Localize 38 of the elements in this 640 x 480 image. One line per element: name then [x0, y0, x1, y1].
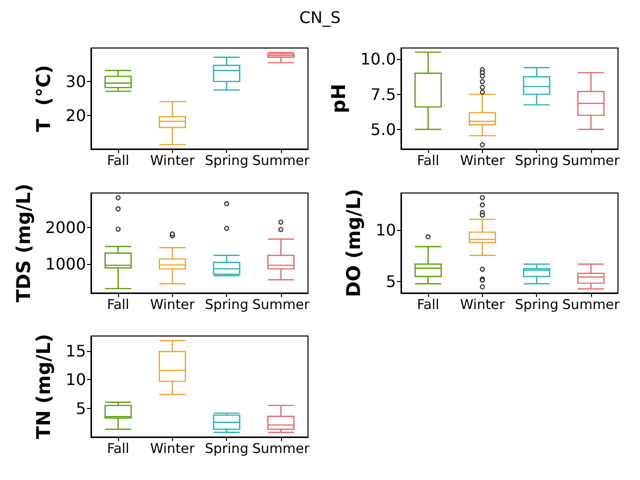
y-tick-label: 5.0 [370, 120, 396, 139]
y-tick-label: 5 [386, 272, 396, 292]
x-tick-label: Winter [150, 441, 196, 457]
y-axis-title: pH [328, 84, 350, 114]
chart-title: CN_S [298, 8, 342, 28]
x-tick-label: Summer [252, 153, 310, 169]
x-tick-label: Fall [416, 153, 440, 169]
x-tick-label: Summer [252, 441, 310, 457]
x-tick-label: Spring [204, 153, 248, 169]
y-tick-label: 5 [76, 398, 86, 418]
y-tick-label: 2000 [45, 218, 86, 237]
y-tick-label: 1000 [45, 254, 86, 274]
x-tick-label: Fall [416, 297, 440, 313]
x-tick-label: Summer [562, 153, 620, 169]
y-axis-title: TN (mg/L) [33, 334, 56, 440]
y-tick-label: 30 [66, 72, 86, 91]
x-tick-label: Spring [204, 297, 248, 313]
x-tick-label: Spring [204, 441, 248, 457]
x-tick-label: Spring [514, 297, 558, 313]
y-axis-title: TDS (mg/L) [12, 184, 35, 302]
y-tick-label: 10 [376, 220, 396, 240]
y-tick-label: 15 [66, 341, 86, 360]
y-tick-label: 10 [66, 370, 86, 390]
x-tick-label: Summer [252, 297, 310, 313]
y-axis-title: DO (mg/L) [343, 188, 366, 298]
y-tick-label: 20 [66, 106, 86, 126]
y-tick-label: 7.5 [370, 84, 396, 104]
x-tick-label: Fall [106, 153, 130, 169]
x-tick-label: Spring [514, 153, 558, 169]
x-tick-label: Fall [106, 297, 130, 313]
x-tick-label: Winter [460, 153, 506, 169]
x-tick-label: Winter [460, 297, 506, 313]
x-tick-label: Summer [562, 297, 620, 313]
y-axis-title: T (°C) [33, 64, 56, 132]
y-tick-label: 10.0 [360, 50, 396, 69]
x-tick-label: Winter [150, 153, 196, 169]
x-tick-label: Fall [106, 441, 130, 457]
x-tick-label: Winter [150, 297, 196, 313]
